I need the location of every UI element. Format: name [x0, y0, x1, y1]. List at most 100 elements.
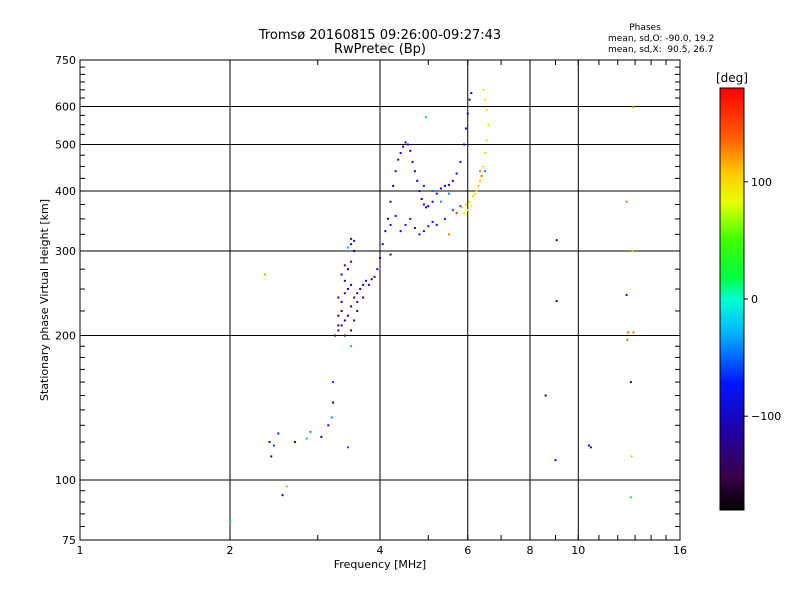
- data-point: [332, 401, 335, 404]
- data-point: [359, 288, 362, 291]
- data-point: [389, 223, 392, 226]
- data-point: [479, 179, 482, 182]
- data-point: [431, 190, 434, 193]
- data-point: [589, 446, 592, 449]
- data-point: [413, 170, 416, 173]
- data-point: [468, 200, 471, 203]
- data-point: [340, 324, 343, 327]
- data-point: [384, 230, 387, 233]
- data-point: [337, 296, 340, 299]
- data-point: [447, 233, 450, 236]
- data-point: [632, 106, 635, 109]
- data-point: [431, 220, 434, 223]
- data-point: [334, 334, 337, 337]
- data-point: [464, 127, 467, 130]
- y-tick-label: 100: [55, 474, 76, 487]
- data-point: [435, 192, 438, 195]
- data-point: [365, 279, 368, 282]
- data-point: [420, 198, 423, 201]
- data-point: [309, 430, 312, 433]
- y-axis-label: Stationary phase Virtual Height [km]: [38, 199, 51, 401]
- data-point: [459, 160, 462, 163]
- data-point: [554, 459, 557, 462]
- data-point: [268, 441, 271, 444]
- data-point: [350, 329, 353, 332]
- data-point: [270, 455, 273, 458]
- data-point: [555, 239, 558, 242]
- y-tick-label: 750: [55, 54, 76, 67]
- data-point: [404, 141, 407, 144]
- data-point: [447, 183, 450, 186]
- data-point: [340, 300, 343, 303]
- data-point: [466, 112, 469, 115]
- colorbar-tick-label: 0: [751, 293, 758, 306]
- phases-legend-x-stats: mean, sd,X: 90.5, 26.7: [608, 45, 714, 55]
- y-tick-label: 200: [55, 330, 76, 343]
- data-point: [389, 200, 392, 203]
- data-point: [464, 203, 467, 206]
- x-tick-label: 16: [673, 544, 687, 557]
- data-point: [482, 88, 485, 91]
- data-point: [485, 109, 488, 112]
- data-point: [484, 98, 487, 101]
- data-point: [630, 455, 633, 458]
- data-point: [416, 179, 419, 182]
- y-tick-label: 75: [62, 534, 76, 547]
- y-tick-label: 300: [55, 245, 76, 258]
- data-point: [431, 200, 434, 203]
- data-point: [466, 209, 469, 212]
- data-point: [353, 239, 356, 242]
- y-tick-label: 400: [55, 185, 76, 198]
- data-point: [346, 288, 349, 291]
- data-point: [625, 293, 628, 296]
- data-point: [422, 230, 425, 233]
- phases-legend-o-stats: mean, sd,O: -90.0, 19.2: [608, 34, 715, 44]
- data-point: [627, 331, 630, 334]
- data-point: [353, 296, 356, 299]
- chart-subtitle: RwPretec (Bp): [333, 42, 427, 57]
- chart-title: Tromsø 20160815 09:26:00-09:27:43: [258, 28, 502, 43]
- data-point: [461, 206, 464, 209]
- data-point: [406, 143, 409, 146]
- data-point: [229, 520, 231, 523]
- data-point: [327, 424, 330, 427]
- data-point: [463, 143, 466, 146]
- data-point: [439, 187, 442, 190]
- data-point: [435, 223, 438, 226]
- data-point: [470, 92, 473, 95]
- data-point: [350, 243, 353, 246]
- data-point: [473, 192, 476, 195]
- data-point: [356, 292, 359, 295]
- data-point: [451, 209, 454, 212]
- data-point: [404, 223, 407, 226]
- data-point: [629, 496, 632, 499]
- data-point: [337, 314, 340, 317]
- data-point: [373, 275, 376, 278]
- data-point: [281, 494, 284, 497]
- data-point: [285, 485, 288, 488]
- data-point: [356, 309, 359, 312]
- data-point: [468, 98, 471, 101]
- data-point: [362, 283, 365, 286]
- data-point: [353, 319, 356, 322]
- data-point: [626, 338, 629, 341]
- colorbar-label: [deg]: [716, 71, 748, 85]
- data-point: [475, 190, 478, 193]
- data-point: [346, 246, 349, 249]
- data-point: [350, 345, 353, 348]
- data-point: [463, 212, 466, 215]
- data-point: [422, 184, 425, 187]
- data-point: [320, 435, 323, 438]
- data-point: [343, 319, 346, 322]
- data-point: [427, 225, 430, 228]
- data-point: [350, 237, 353, 240]
- data-point: [293, 441, 296, 444]
- data-point: [353, 250, 356, 253]
- data-point: [447, 192, 450, 195]
- data-point: [411, 160, 414, 163]
- data-point: [305, 437, 308, 440]
- data-point: [343, 264, 346, 267]
- data-point: [343, 292, 346, 295]
- data-point: [337, 329, 340, 332]
